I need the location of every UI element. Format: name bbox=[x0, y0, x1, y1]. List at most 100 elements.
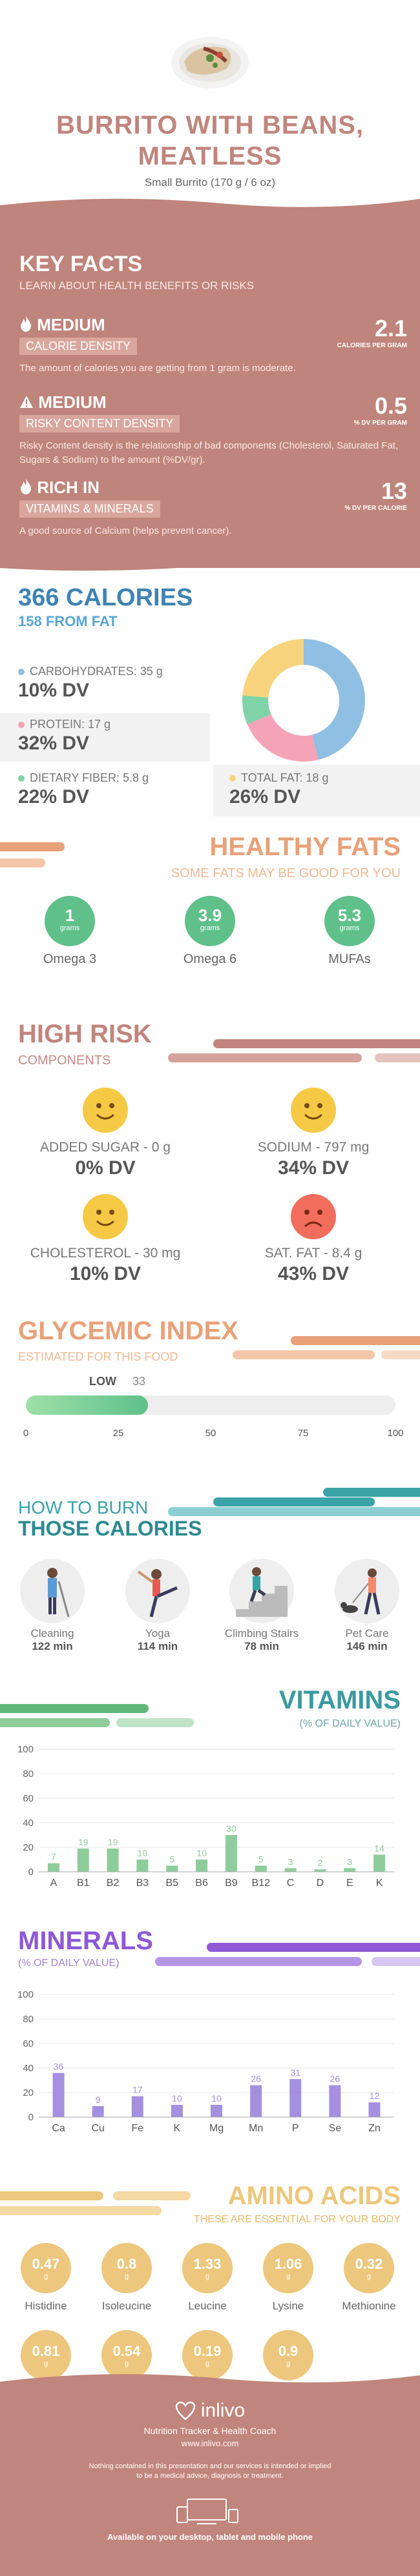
fat-value: 1 bbox=[65, 906, 75, 925]
decor-stripe bbox=[381, 1350, 420, 1359]
decor-stripe bbox=[0, 842, 65, 851]
activity-minutes: 114 min bbox=[137, 1640, 178, 1652]
x-tick-label: B12 bbox=[252, 1878, 271, 1889]
fact-vitamins-minerals: RICH IN VITAMINS & MINERALS 13 % DV PER … bbox=[19, 478, 407, 555]
bar-value-label: 26 bbox=[251, 2074, 261, 2084]
minerals-subtitle: (% OF DAILY VALUE) bbox=[18, 1958, 120, 1969]
amino-circle-valine: 0.9 g bbox=[263, 2330, 313, 2380]
bar-value-label: 19 bbox=[108, 1837, 118, 1847]
x-tick-label: Zn bbox=[368, 2123, 381, 2134]
decor-stripe bbox=[0, 858, 45, 867]
amino-value: 0.9 bbox=[278, 2343, 299, 2359]
y-tick-label: 20 bbox=[23, 1842, 34, 1853]
x-tick-label: Ca bbox=[52, 2123, 65, 2134]
stairs-icon bbox=[229, 1559, 294, 1623]
yoga-icon bbox=[125, 1559, 190, 1623]
activity-minutes: 122 min bbox=[32, 1640, 73, 1652]
legend-dot bbox=[18, 775, 25, 782]
macro-label: CARBOHYDRATES: 35 g bbox=[30, 665, 163, 678]
mufas-circle: 5.3 grams bbox=[324, 896, 375, 946]
bar-value-label: 19 bbox=[78, 1837, 89, 1847]
fat-unit: grams bbox=[200, 924, 220, 932]
vitamins-subtitle: (% OF DAILY VALUE) bbox=[299, 1718, 401, 1729]
legend-dot bbox=[18, 668, 25, 675]
decor-stripe bbox=[155, 1957, 362, 1966]
fat-value: 5.3 bbox=[337, 906, 362, 925]
activity-minutes: 146 min bbox=[346, 1640, 388, 1652]
donut-slice-total-fat bbox=[242, 639, 304, 698]
fact-label: RISKY CONTENT DENSITY bbox=[19, 415, 180, 432]
bar-value-label: 12 bbox=[370, 2091, 380, 2101]
fact-level-text: RICH IN bbox=[37, 478, 100, 497]
donut-slice-dietary-fiber bbox=[242, 695, 271, 725]
smile-face-icon bbox=[83, 1088, 128, 1133]
amino-label: Leucine bbox=[188, 2300, 227, 2312]
amino-unit: g bbox=[286, 2360, 291, 2368]
x-tick-label: Se bbox=[329, 2123, 342, 2134]
macro-row-bg bbox=[0, 713, 210, 762]
bar-value-label: 17 bbox=[132, 2085, 143, 2095]
key-facts-title: KEY FACTS bbox=[19, 252, 143, 276]
decor-stripe bbox=[213, 1039, 420, 1048]
smile-face-icon bbox=[83, 1194, 128, 1239]
omega6-label: Omega 6 bbox=[183, 952, 237, 966]
minerals-title: MINERALS bbox=[18, 1927, 153, 1955]
amino-value: 0.8 bbox=[116, 2256, 137, 2272]
glycemic-level: LOW bbox=[89, 1375, 116, 1388]
activity-pet-care: Pet Care 146 min bbox=[322, 1559, 412, 1653]
flame-icon bbox=[21, 479, 31, 494]
decor-stripe bbox=[168, 1507, 420, 1516]
smile-face-icon bbox=[291, 1088, 336, 1133]
macro-label: DIETARY FIBER: 5.8 g bbox=[30, 771, 149, 784]
legend-dot bbox=[18, 721, 25, 728]
decor-stripe bbox=[0, 2191, 103, 2200]
amino-circle-lysine: 1.06 g bbox=[263, 2243, 313, 2293]
x-tick-label: B2 bbox=[107, 1878, 120, 1889]
risk-dv: 0% DV bbox=[75, 1157, 136, 1179]
title-line-1: BURRITO WITH BEANS, bbox=[56, 111, 364, 139]
warning-icon bbox=[20, 396, 33, 408]
bar-value-label: 2 bbox=[318, 1858, 323, 1868]
fact-label: VITAMINS & MINERALS bbox=[19, 500, 160, 518]
bar-value-label: 10 bbox=[172, 2093, 182, 2104]
macros-donut-chart bbox=[242, 639, 365, 762]
decor-stripe bbox=[291, 1336, 420, 1345]
activity-cleaning: Cleaning 122 min bbox=[7, 1559, 98, 1653]
footer-url[interactable]: www.inlivo.com bbox=[181, 2439, 239, 2448]
bar-value-label: 36 bbox=[54, 2062, 64, 2072]
bar-value-label: 10 bbox=[196, 1848, 207, 1858]
header: BURRITO WITH BEANS, MEATLESS Small Burri… bbox=[0, 0, 420, 213]
omega3-label: Omega 3 bbox=[43, 952, 97, 966]
burn-title-1: HOW TO BURN bbox=[18, 1497, 149, 1517]
glycemic-tick-label: 0 bbox=[23, 1428, 29, 1439]
bar-B6 bbox=[196, 1860, 208, 1872]
fact-level: RICH IN bbox=[19, 478, 100, 498]
amino-label: Methionine bbox=[342, 2300, 396, 2312]
fact-calorie-density: MEDIUM CALORIE DENSITY 2.1 CALORIES PER … bbox=[19, 315, 407, 392]
x-tick-label: K bbox=[174, 2123, 181, 2134]
x-tick-label: P bbox=[292, 2123, 299, 2134]
amino-unit: g bbox=[124, 2360, 129, 2368]
bar-B12 bbox=[255, 1865, 267, 1872]
y-tick-label: 40 bbox=[23, 1818, 34, 1829]
risk-dv: 43% DV bbox=[277, 1263, 350, 1284]
flame-icon bbox=[21, 316, 31, 332]
amino-value: 0.47 bbox=[32, 2256, 60, 2272]
bar-B2 bbox=[107, 1848, 119, 1872]
fact-risky-content: MEDIUM RISKY CONTENT DENSITY 0.5 % DV PE… bbox=[19, 392, 407, 470]
fact-level-text: MEDIUM bbox=[38, 392, 107, 412]
decor-stripe bbox=[323, 1488, 420, 1497]
decor-stripe bbox=[207, 1943, 420, 1952]
fact-description: The amount of calories you are getting f… bbox=[19, 363, 296, 374]
activity-yoga: Yoga 114 min bbox=[112, 1559, 203, 1653]
legend-dot bbox=[229, 775, 236, 782]
x-tick-label: E bbox=[346, 1878, 353, 1889]
risk-dv: 10% DV bbox=[69, 1263, 142, 1284]
fact-level-text: MEDIUM bbox=[37, 315, 105, 334]
amino-title: AMINO ACIDS bbox=[227, 2182, 401, 2210]
bar-B9 bbox=[225, 1835, 237, 1872]
amino-circle-tryptophan: 0.19 g bbox=[182, 2330, 233, 2380]
x-tick-label: Cu bbox=[91, 2123, 104, 2134]
glycemic-title: GLYCEMIC INDEX bbox=[18, 1317, 238, 1345]
omega3-circle: 1 grams bbox=[45, 896, 95, 946]
